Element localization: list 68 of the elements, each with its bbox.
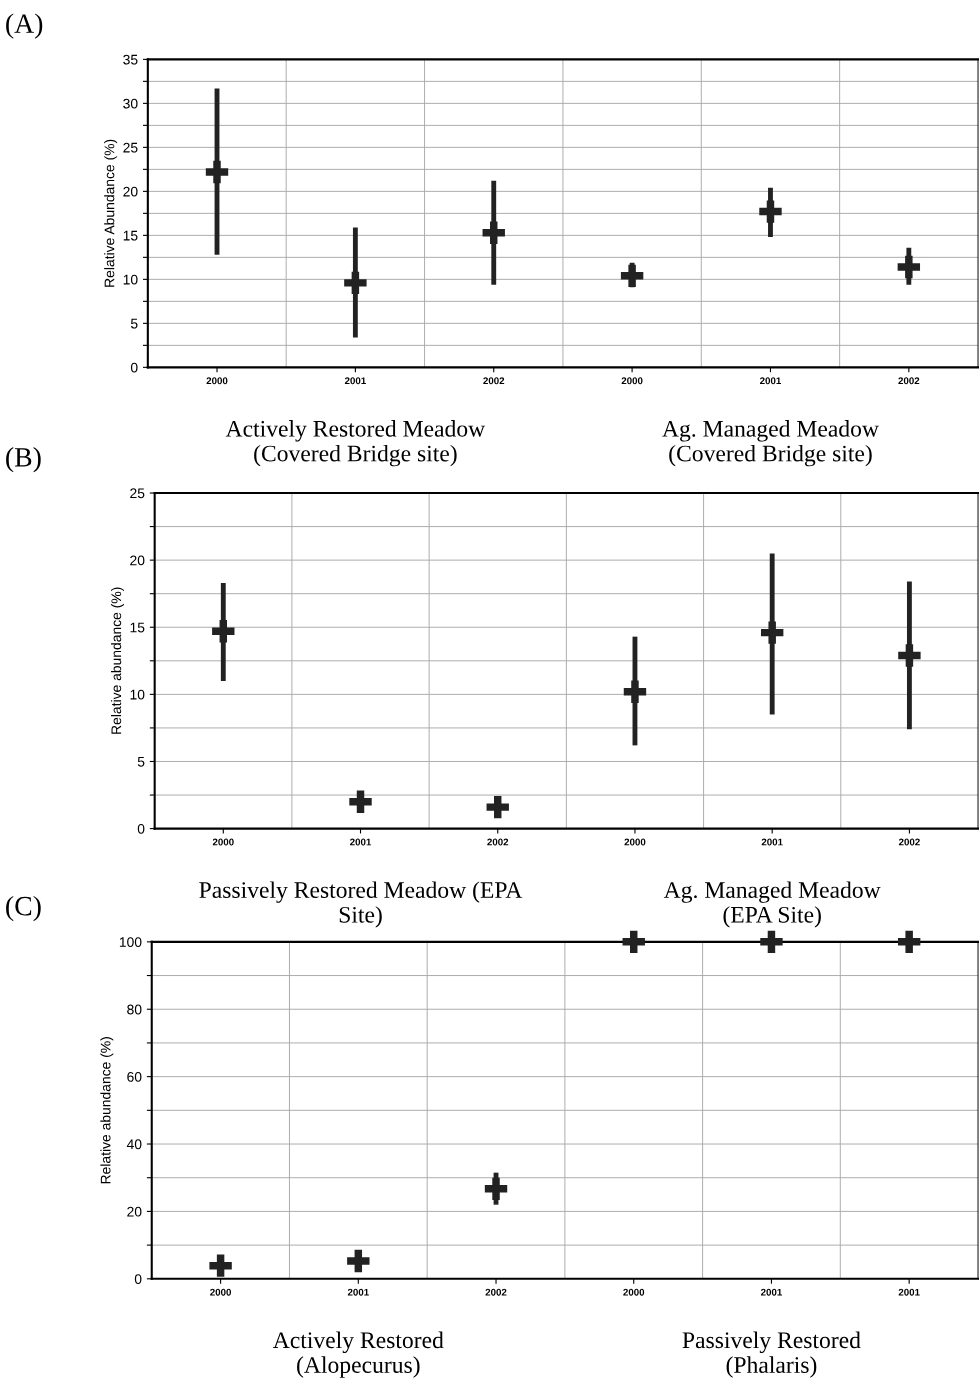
y-tick-label: 20	[127, 1206, 142, 1217]
x-tick-label: 2002	[483, 377, 505, 385]
y-tick-label: 40	[126, 1139, 142, 1150]
point	[484, 1177, 508, 1201]
y-tick-label: 0	[134, 1274, 142, 1284]
x-tick-label: 2001	[760, 377, 782, 385]
y-tick-label: 15	[123, 230, 138, 241]
y-axis-title: Relative Abundance (%)	[104, 139, 118, 287]
x-tick-label: 2001	[347, 1288, 369, 1296]
point	[622, 930, 645, 954]
text: Actively Restored Meadow (Covered Bridge site)	[225, 420, 486, 467]
y-axis-title: Relative abundance (%)	[100, 1037, 114, 1184]
point	[486, 795, 509, 819]
text: (B)	[6, 447, 41, 473]
y-tick-label: 60	[127, 1071, 142, 1082]
y-axis-title: Relative abundance (%)	[111, 587, 124, 734]
x-tick-label: 2000	[206, 377, 228, 385]
y-tick-label: 0	[130, 362, 138, 373]
y-tick-label: 100	[119, 937, 142, 948]
y-tick-label: 10	[123, 274, 138, 285]
x-tick-label: 2001	[350, 838, 372, 846]
y-tick-label: 0	[137, 823, 145, 834]
y-tick-label: 20	[130, 555, 145, 566]
x-tick-label: 2002	[898, 377, 920, 385]
x-tick-label: 2001	[760, 1288, 782, 1296]
point	[760, 621, 784, 644]
x-tick-label: 2000	[210, 1288, 232, 1296]
x-tick-label: 2002	[898, 838, 920, 846]
text: Actively Restored (Alopecurus)	[272, 1331, 444, 1378]
y-tick-label: 30	[123, 98, 138, 109]
point	[620, 264, 644, 288]
y-tick-label: 20	[123, 186, 138, 197]
point	[344, 271, 367, 295]
y-tick-label: 80	[127, 1004, 142, 1015]
y-tick-label: 15	[130, 622, 145, 633]
point	[623, 680, 647, 703]
point	[212, 620, 235, 643]
point	[898, 644, 921, 667]
text: (C)	[6, 895, 41, 922]
point	[349, 790, 372, 813]
x-tick-label: 2000	[212, 838, 234, 846]
text: Passively Restored (Phalaris)	[682, 1331, 861, 1378]
x-tick-label: 2001	[344, 377, 366, 385]
y-tick-label: 5	[137, 756, 145, 767]
text: Ag. Managed Meadow (EPA Site)	[663, 881, 881, 928]
x-tick-label: 2000	[624, 838, 646, 846]
point	[760, 930, 783, 954]
point	[897, 255, 921, 279]
y-tick-label: 35	[123, 54, 138, 65]
y-tick-label: 25	[130, 488, 145, 499]
point	[347, 1249, 370, 1273]
text: Passively Restored Meadow (EPA Site)	[199, 881, 523, 928]
x-tick-label: 2001	[761, 838, 783, 846]
point	[205, 160, 229, 184]
x-tick-label: 2000	[621, 377, 643, 385]
point	[759, 200, 782, 223]
text: (A)	[6, 13, 43, 39]
point	[482, 221, 505, 244]
x-tick-label: 2000	[623, 1288, 645, 1296]
x-tick-label: 2002	[485, 1288, 507, 1296]
x-tick-label: 2002	[487, 838, 509, 846]
point	[897, 930, 921, 954]
text: Ag. Managed Meadow (Covered Bridge site)	[662, 420, 879, 467]
y-tick-label: 5	[130, 318, 138, 329]
y-tick-label: 25	[123, 142, 138, 153]
point	[209, 1254, 232, 1277]
y-tick-label: 10	[130, 689, 145, 700]
x-tick-label: 2001	[898, 1288, 920, 1296]
